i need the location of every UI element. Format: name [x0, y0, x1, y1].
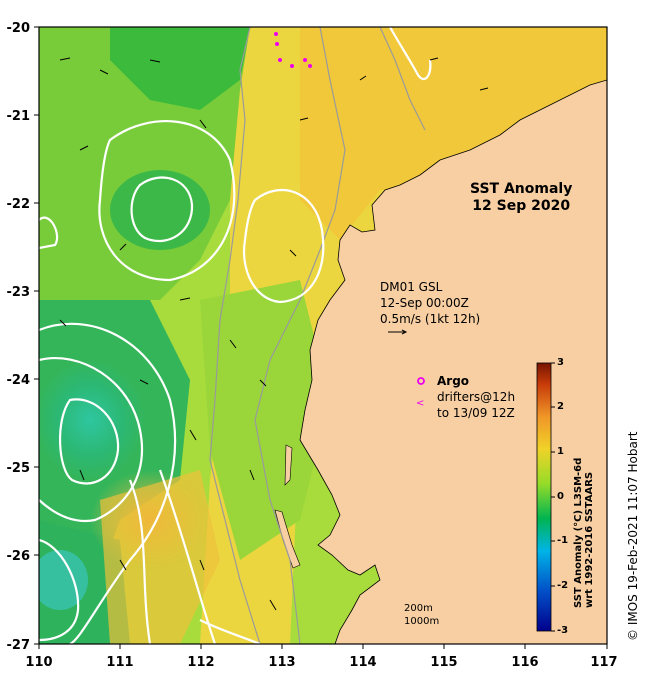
credit-label: © IMOS 19-Feb-2021 11:07 Hobart — [626, 431, 640, 641]
drifter-legend-label: drifters@12h to 13/09 12Z — [437, 389, 515, 421]
colorbar-tick-label: -2 — [557, 580, 569, 591]
drifter-marker-icon: < — [416, 398, 424, 409]
y-tick-label: -26 — [7, 549, 31, 564]
x-tick-label: 114 — [349, 655, 376, 670]
x-tick-label: 117 — [590, 655, 617, 670]
map-title-line1: SST Anomaly — [470, 181, 573, 197]
current-time-label: 12-Sep 00:00Z — [380, 296, 469, 310]
y-tick-label: -27 — [7, 638, 31, 653]
colorbar-tick-label: -1 — [557, 535, 569, 546]
current-model-label: DM01 GSL — [380, 280, 443, 294]
argo-legend-label: Argo — [437, 374, 470, 388]
map-frame — [38, 26, 608, 645]
map-title: SST Anomaly 12 Sep 2020 — [470, 181, 572, 215]
australia-landmass — [299, 79, 607, 644]
map-plot-area — [39, 27, 607, 644]
x-axis-labels: 110 111 112 113 114 115 116 117 — [25, 655, 617, 670]
colorbar-ticks — [551, 362, 555, 632]
x-tick-label: 113 — [268, 655, 295, 670]
drifter-label-line1: drifters@12h — [437, 390, 516, 404]
axis-tick-marks — [34, 26, 608, 649]
current-info: DM01 GSL 12-Sep 00:00Z 0.5m/s (1kt 12h) — [380, 279, 480, 327]
x-tick-label: 116 — [511, 655, 538, 670]
x-tick-label: 110 — [25, 655, 52, 670]
x-tick-label: 115 — [430, 655, 457, 670]
y-axis-labels: -20 -21 -22 -23 -24 -25 -26 -27 — [7, 21, 31, 653]
depth-legend: 200m 1000m — [404, 602, 439, 628]
argo-marker-icon — [417, 377, 425, 385]
y-tick-label: -23 — [7, 285, 31, 300]
depth-label-200: 200m — [404, 603, 433, 614]
x-tick-label: 111 — [106, 655, 133, 670]
y-tick-label: -25 — [7, 461, 31, 476]
colorbar-tick-label: 0 — [557, 491, 564, 502]
current-scale-label: 0.5m/s (1kt 12h) — [380, 312, 481, 326]
current-vectors — [59, 57, 489, 611]
colorbar-title: SST Anomaly (°C) L3SM-6d wrt 1992-2016 S… — [573, 458, 595, 608]
colorbar-tick-label: 3 — [557, 357, 564, 368]
x-tick-label: 112 — [187, 655, 214, 670]
colorbar-title-line2: wrt 1992-2016 SSTAARS — [584, 471, 595, 608]
colorbar-tick-label: -3 — [557, 625, 569, 636]
colorbar-tick-label: 2 — [557, 401, 564, 412]
y-tick-label: -20 — [7, 21, 31, 36]
colorbar — [536, 362, 552, 632]
map-title-line2: 12 Sep 2020 — [472, 198, 571, 214]
argo-drifter-markers — [274, 32, 312, 68]
y-tick-label: -24 — [7, 373, 31, 388]
y-tick-label: -22 — [7, 197, 31, 212]
y-tick-label: -21 — [7, 109, 31, 124]
colorbar-tick-label: 1 — [557, 446, 564, 457]
depth-label-1000: 1000m — [404, 616, 440, 627]
colorbar-title-line1: SST Anomaly (°C) L3SM-6d — [573, 457, 584, 608]
drifter-label-line2: to 13/09 12Z — [437, 406, 515, 420]
